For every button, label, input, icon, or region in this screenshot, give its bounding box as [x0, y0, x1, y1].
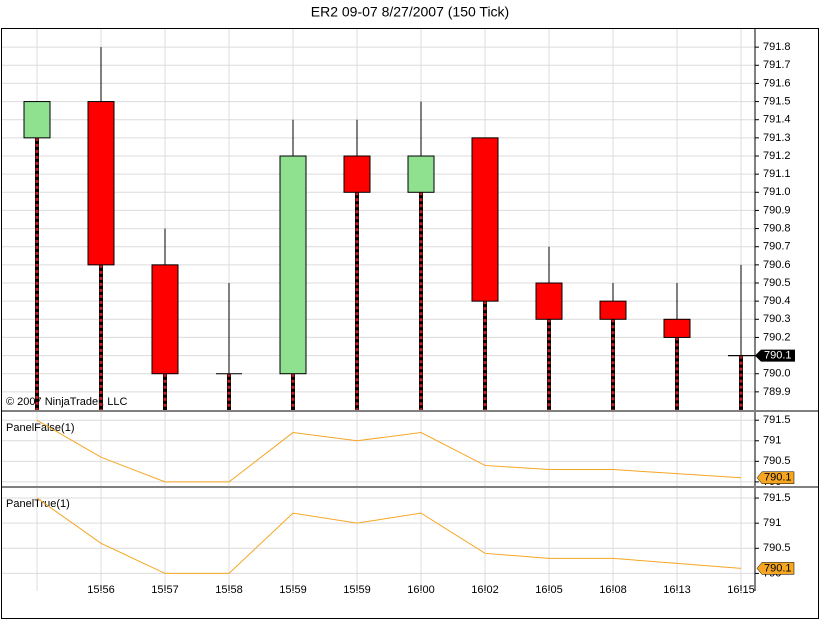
y-tick-label: 791.5	[763, 492, 791, 504]
x-tick-label: 16:05	[535, 584, 563, 596]
y-tick-label: 790.5	[763, 455, 791, 467]
y-tick-label: 791.4	[763, 114, 791, 126]
x-tick-label: 15:57	[151, 584, 179, 596]
panel-label: PanelFalse(1)	[6, 422, 74, 434]
indicator-line	[36, 497, 742, 574]
x-tick-label: 16:08	[599, 584, 627, 596]
last-price-label: 790.1	[764, 349, 792, 361]
y-tick-label: 790.5	[763, 542, 791, 554]
x-tick-label: 15:56	[87, 584, 115, 596]
y-tick-label: 790.3	[763, 313, 791, 325]
x-tick-label: 16:02	[471, 584, 499, 596]
candle-body	[151, 264, 179, 375]
panel-label: PanelTrue(1)	[6, 498, 70, 510]
y-tick-label: 790.0	[763, 368, 791, 380]
y-tick-label: 790.7	[763, 241, 791, 253]
x-tick-label: 15:58	[215, 584, 243, 596]
y-tick-label: 791.1	[763, 168, 791, 180]
y-tick-label: 791.7	[763, 59, 791, 71]
x-tick-label: 16:15	[727, 584, 755, 596]
indicator-line	[36, 419, 742, 483]
frame	[1, 28, 819, 619]
x-tick-label: 16:00	[407, 584, 435, 596]
y-tick-label: 790.8	[763, 222, 791, 234]
copyright: © 2007 NinjaTrader, LLC	[6, 396, 127, 408]
candle-body	[87, 101, 115, 266]
candle-body	[279, 155, 307, 375]
y-tick-label: 790.6	[763, 259, 791, 271]
candle-body	[599, 300, 627, 320]
last-value-label: 790.1	[764, 472, 792, 484]
candle-body	[471, 137, 499, 302]
y-tick-label: 791	[763, 435, 781, 447]
candle-body	[23, 101, 51, 139]
y-tick-label: 790.9	[763, 204, 791, 216]
y-tick-label: 790.5	[763, 277, 791, 289]
last-price-tag	[755, 349, 795, 362]
y-tick-label: 791	[763, 517, 781, 529]
candle-body	[535, 282, 563, 320]
y-tick-label: 791.5	[763, 95, 791, 107]
candle-body	[663, 318, 691, 338]
y-tick-label: 791.0	[763, 186, 791, 198]
x-tick-label: 15:59	[343, 584, 371, 596]
y-tick-label: 790.2	[763, 331, 791, 343]
y-tick-label: 791.5	[763, 414, 791, 426]
x-tick-label: 15:59	[279, 584, 307, 596]
y-tick-label: 789.9	[763, 386, 791, 398]
y-tick-label: 790.4	[763, 295, 791, 307]
last-value-tag	[756, 471, 795, 485]
candle-body	[407, 155, 435, 193]
chart-title: ER2 09-07 8/27/2007 (150 Tick)	[311, 4, 509, 20]
last-value-tag	[756, 562, 795, 575]
y-tick-label: 791.2	[763, 150, 791, 162]
y-tick-label: 791.3	[763, 132, 791, 144]
y-tick-label: 791.8	[763, 41, 791, 53]
candle-body	[343, 155, 371, 193]
x-tick-label: 16:13	[663, 584, 691, 596]
y-tick-label: 791.6	[763, 77, 791, 89]
last-value-label: 790.1	[764, 562, 792, 574]
